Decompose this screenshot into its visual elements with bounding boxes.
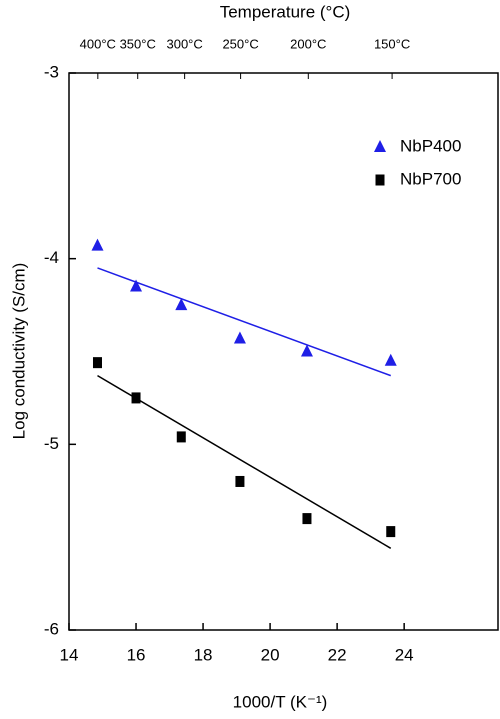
data-point bbox=[176, 431, 186, 443]
data-point bbox=[302, 513, 312, 525]
x2-tick-label: 400°C bbox=[80, 36, 116, 51]
y-tick-label: -5 bbox=[44, 434, 59, 453]
legend-marker bbox=[374, 140, 386, 152]
x2-tick-label: 150°C bbox=[374, 36, 410, 51]
y-axis-title: Log conductivity (S/cm) bbox=[9, 263, 28, 440]
x-tick-label: 18 bbox=[194, 645, 213, 664]
x2-tick-label: 300°C bbox=[166, 36, 202, 51]
chart-title: Temperature (°C) bbox=[220, 2, 351, 21]
fit-line bbox=[97, 267, 392, 377]
x-tick-label: 16 bbox=[127, 645, 146, 664]
legend-label: NbP700 bbox=[400, 169, 461, 188]
data-point bbox=[130, 279, 143, 292]
data-point bbox=[235, 475, 245, 487]
data-point bbox=[175, 298, 188, 311]
x-axis-title: 1000/T (K⁻¹) bbox=[233, 692, 328, 711]
x-tick-label: 24 bbox=[395, 645, 414, 664]
data-point bbox=[91, 238, 104, 251]
data-point bbox=[131, 392, 141, 404]
y-tick-label: -4 bbox=[44, 248, 59, 267]
x-tick-label: 22 bbox=[328, 645, 347, 664]
legend-label: NbP400 bbox=[400, 136, 461, 155]
x2-tick-label: 200°C bbox=[290, 36, 326, 51]
data-point bbox=[233, 331, 246, 344]
x2-tick-label: 250°C bbox=[222, 36, 258, 51]
x-tick-label: 14 bbox=[60, 645, 79, 664]
x2-tick-label: 350°C bbox=[120, 36, 156, 51]
x-tick-label: 20 bbox=[261, 645, 280, 664]
y-tick-label: -6 bbox=[44, 619, 59, 638]
data-point bbox=[386, 526, 396, 538]
data-point bbox=[92, 357, 102, 369]
plot-frame bbox=[68, 72, 499, 631]
fit-line bbox=[97, 374, 392, 549]
data-point bbox=[384, 353, 397, 366]
data-point bbox=[300, 344, 313, 357]
y-tick-label: -3 bbox=[44, 62, 59, 81]
legend-marker bbox=[375, 174, 385, 186]
